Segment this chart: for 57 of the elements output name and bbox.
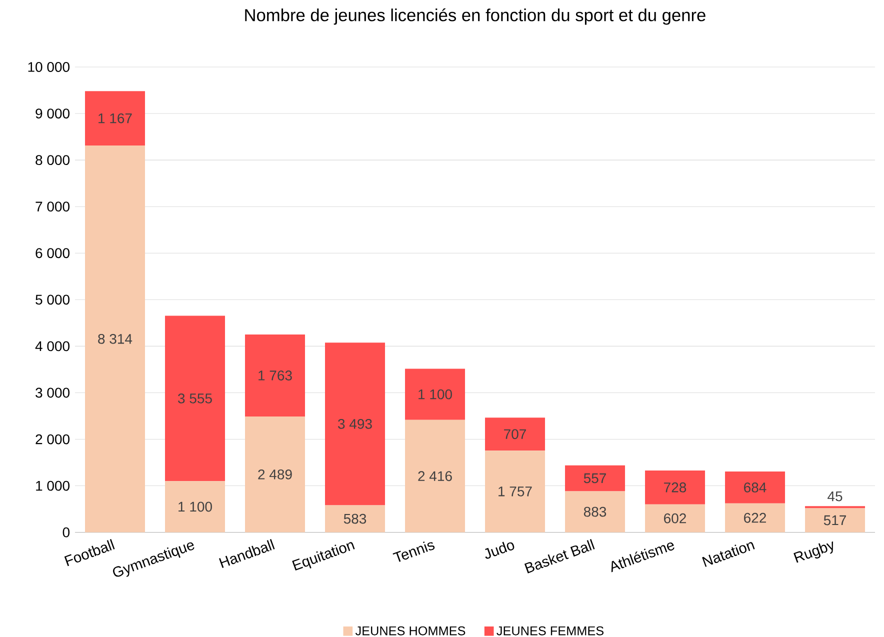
bar xyxy=(725,503,786,532)
data-label: 728 xyxy=(664,482,686,492)
y-tick-label: 3 000 xyxy=(36,388,70,398)
bar xyxy=(245,416,306,532)
legend-label: JEUNES FEMMES xyxy=(496,626,604,636)
data-label: 8 314 xyxy=(98,334,132,344)
data-label: 684 xyxy=(744,482,766,492)
data-label: 583 xyxy=(344,514,366,524)
legend-label: JEUNES HOMMES xyxy=(355,626,466,636)
bar xyxy=(485,418,546,450)
bar xyxy=(405,368,466,420)
bar xyxy=(85,90,145,146)
data-label: 3 555 xyxy=(178,393,212,404)
data-label: 557 xyxy=(584,473,606,484)
y-tick-label: 0 xyxy=(62,527,70,538)
data-label: 1 757 xyxy=(498,486,532,496)
data-label: 1 100 xyxy=(418,389,452,400)
bar xyxy=(485,450,546,532)
bar xyxy=(565,491,626,532)
bar xyxy=(165,480,226,532)
data-label: 602 xyxy=(664,513,686,524)
y-tick-label: 7 000 xyxy=(36,201,70,212)
x-tick-label: Basket Ball xyxy=(524,538,595,574)
y-tick-label: 1 000 xyxy=(36,480,70,491)
bar xyxy=(565,465,626,492)
chart-title: Nombre de jeunes licenciés en fonction du sport et du genre xyxy=(245,8,706,25)
y-tick-label: 6 000 xyxy=(36,248,70,258)
x-tick-label: Judo xyxy=(485,542,514,559)
data-label: 1 763 xyxy=(258,370,292,380)
data-label: 1 167 xyxy=(98,113,132,124)
y-tick-label: 2 000 xyxy=(36,434,70,444)
data-label: 707 xyxy=(504,429,526,439)
data-label: 1 100 xyxy=(178,502,212,512)
bar xyxy=(405,420,466,532)
data-label: 622 xyxy=(744,512,766,523)
x-tick-label: Tennis xyxy=(392,541,435,562)
bar xyxy=(645,504,706,532)
bar xyxy=(245,334,306,416)
bar xyxy=(725,471,786,504)
y-tick-label: 4 000 xyxy=(35,341,70,351)
y-tick-label: 9 000 xyxy=(36,108,70,118)
data-label: 45 xyxy=(828,491,842,502)
bar xyxy=(805,508,866,532)
y-tick-label: 10 000 xyxy=(28,62,70,72)
data-label: 517 xyxy=(824,515,846,526)
bar xyxy=(85,145,145,532)
data-label: 883 xyxy=(584,506,606,517)
bar xyxy=(325,342,386,506)
data-label: 3 493 xyxy=(338,418,372,429)
y-tick-label: 5 000 xyxy=(36,294,70,304)
y-tick-label: 8 000 xyxy=(36,154,70,165)
data-label: 2 416 xyxy=(418,471,452,481)
bar xyxy=(645,470,706,504)
data-label: 2 489 xyxy=(258,469,292,480)
bar xyxy=(165,316,226,481)
x-tick-label: Rugby xyxy=(794,541,834,563)
bar xyxy=(325,505,386,532)
